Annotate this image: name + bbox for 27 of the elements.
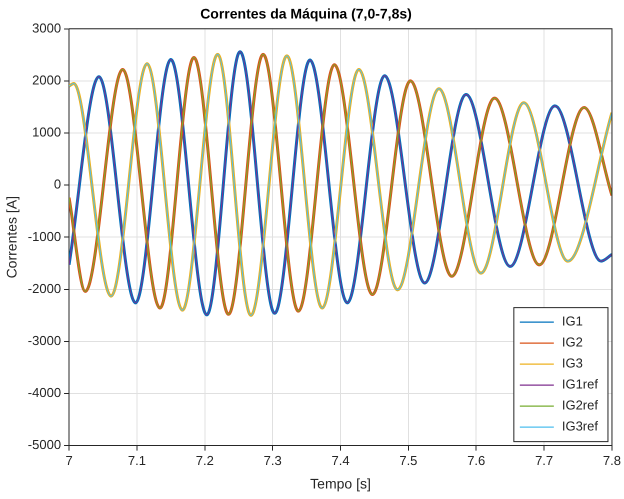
x-axis-title: Tempo [s] [310, 475, 371, 492]
x-tick-label: 7 [65, 452, 73, 468]
y-axis-title: Correntes [A] [3, 196, 20, 278]
x-tick-label: 7.2 [196, 452, 214, 468]
legend-label: IG2 [562, 334, 583, 350]
legend-label: IG2ref [562, 398, 598, 413]
x-tick-label: 7.8 [602, 452, 622, 468]
y-tick-label: -4000 [28, 385, 62, 400]
chart-title: Correntes da Máquina (7,0-7,8s) [200, 5, 412, 22]
x-tick-label: 7.5 [399, 452, 418, 468]
y-tick-label: 2000 [32, 72, 62, 88]
y-tick-label: -2000 [28, 280, 62, 296]
legend-label: IG3ref [562, 418, 598, 434]
y-tick-label: -5000 [28, 437, 62, 452]
x-tick-label: 7.6 [467, 452, 486, 468]
legend-label: IG3 [562, 356, 583, 371]
x-tick-label: 7.3 [264, 452, 282, 468]
y-tick-label: 0 [54, 176, 62, 192]
y-tick-label: 3000 [32, 20, 62, 36]
y-tick-label: -3000 [28, 332, 62, 348]
y-tick-label: -1000 [28, 228, 62, 244]
legend-label: IG1ref [562, 376, 598, 392]
x-tick-label: 7.7 [535, 452, 554, 468]
x-tick-label: 7.1 [128, 452, 146, 468]
legend-label: IG1 [562, 314, 583, 329]
y-tick-label: 1000 [32, 124, 62, 140]
x-tick-label: 7.4 [331, 452, 350, 468]
